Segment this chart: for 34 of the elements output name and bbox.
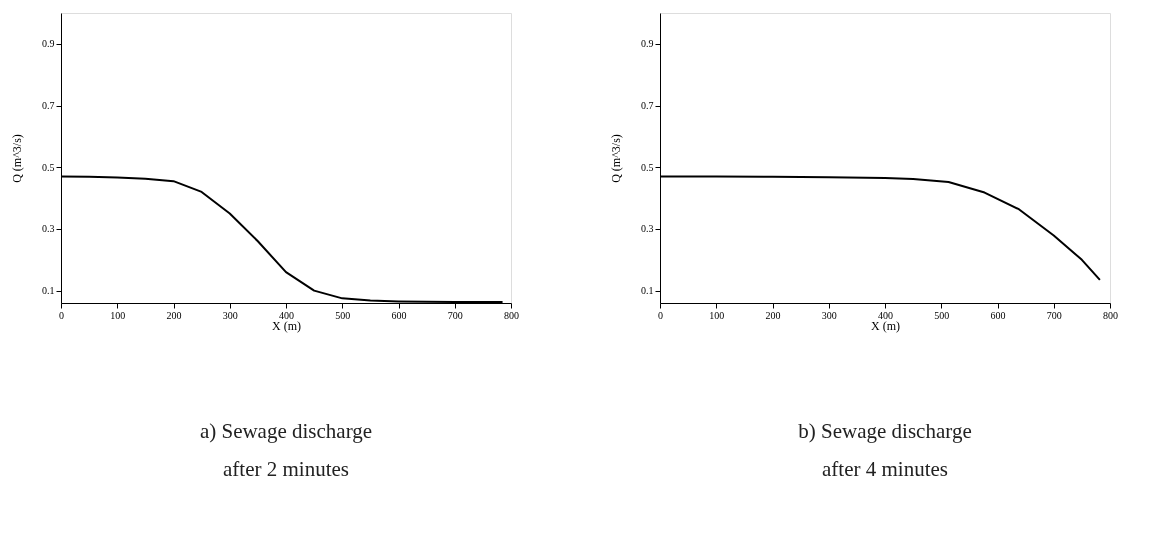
- y-tick-label: 0.3: [641, 223, 654, 235]
- x-tick-label: 0: [658, 309, 663, 321]
- y-tick-label: 0.5: [42, 161, 55, 173]
- x-tick-label: 500: [335, 309, 351, 321]
- text: a) Sewage discharge after 2 minutes: [199, 419, 373, 481]
- y-tick-label: 0.7: [641, 100, 654, 112]
- x-tick-label: 100: [709, 309, 725, 321]
- x-tick-label: 200: [166, 309, 182, 321]
- y-tick-label: 0.5: [641, 161, 654, 173]
- y-tick-label: 0.3: [42, 223, 55, 235]
- x-tick-label: 600: [391, 309, 407, 321]
- x-tick-label: 600: [990, 309, 1006, 321]
- y-tick-label: 0.9: [42, 38, 55, 50]
- y-axis-title: Q (m^3/s): [10, 134, 24, 183]
- y-tick-label: 0.1: [641, 285, 654, 297]
- x-tick-label: 700: [447, 309, 463, 321]
- x-tick-label: 100: [110, 309, 126, 321]
- x-tick-label: 500: [934, 309, 950, 321]
- x-tick-label: 300: [222, 309, 238, 321]
- y-tick-label: 0.1: [42, 285, 55, 297]
- x-tick-label: 0: [59, 309, 64, 321]
- y-axis-title: Q (m^3/s): [609, 134, 623, 183]
- x-tick-label: 700: [1046, 309, 1062, 321]
- y-tick-label: 0.7: [42, 100, 55, 112]
- x-tick-label: 400: [878, 309, 893, 321]
- x-tick-label: 200: [765, 309, 781, 321]
- x-axis-title: X (m): [272, 318, 301, 333]
- x-axis-title: X (m): [871, 318, 900, 333]
- x-tick-label: 800: [504, 309, 519, 321]
- x-tick-label: 300: [821, 309, 837, 321]
- text: b) Sewage discharge after 4 minutes: [798, 419, 972, 481]
- x-tick-label: 800: [1103, 309, 1118, 321]
- x-tick-label: 400: [279, 309, 294, 321]
- y-tick-label: 0.9: [641, 38, 654, 50]
